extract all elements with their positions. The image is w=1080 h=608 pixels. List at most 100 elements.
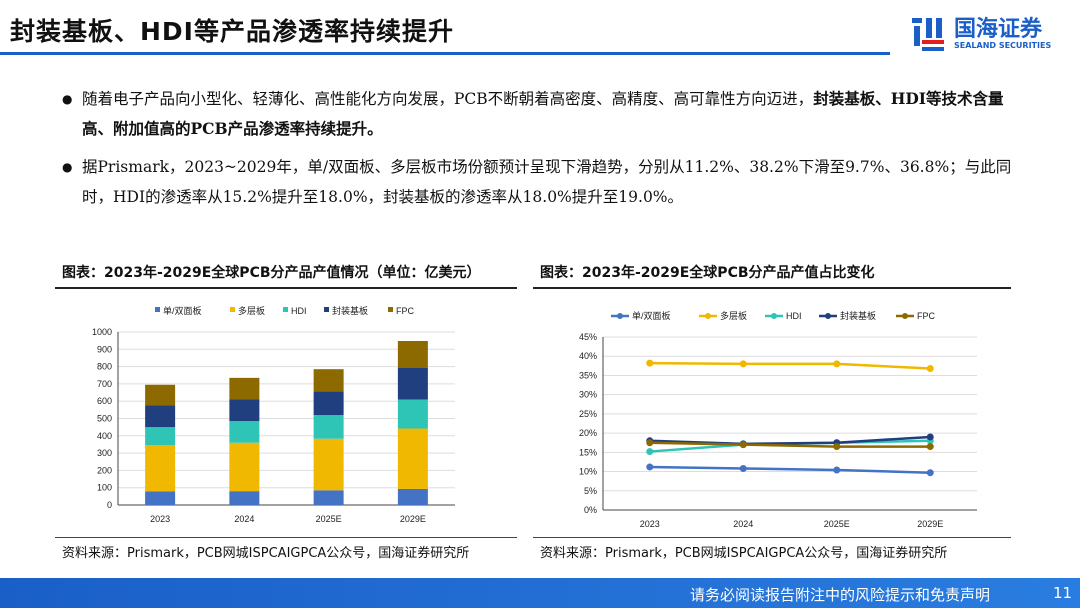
divider (533, 287, 1011, 289)
bar-segment (145, 384, 176, 406)
data-point (646, 463, 654, 471)
series-line (649, 441, 931, 448)
logo-en: SEALAND SECURITIES (954, 40, 1052, 50)
company-logo: 国海证券 SEALAND SECURITIES (910, 16, 1051, 52)
bullet-bold-text: 封装基板、HDI等技术含量高、附加值高的PCB产品渗透率持续提升。 (82, 89, 1004, 138)
legend-label: 单/双面板 (163, 305, 202, 316)
bar-segment (397, 340, 428, 368)
x-tick-label: 2023 (640, 519, 660, 529)
y-tick-label: 30% (579, 390, 597, 400)
series-line (649, 361, 931, 370)
x-tick-label: 2025E (316, 514, 342, 524)
data-point (833, 443, 841, 451)
bullet-item: 随着电子产品向小型化、轻薄化、高性能化方向发展，PCB不断朝着高密度、高精度、高… (62, 84, 1022, 144)
title-underline (0, 52, 890, 55)
bar-segment (313, 490, 344, 505)
data-point (646, 439, 654, 447)
bar-segment (229, 442, 260, 492)
page-number: 11 (1053, 584, 1073, 602)
data-point (646, 448, 654, 456)
bar-segment (397, 488, 428, 505)
y-tick-label: 20% (579, 428, 597, 438)
legend-label: 单/双面板 (632, 310, 671, 321)
disclaimer: 请务必阅读报告附注中的风险提示和免责声明 (690, 586, 991, 604)
data-point (926, 443, 934, 451)
data-point (646, 359, 654, 367)
line-chart-title: 图表：2023年-2029E全球PCB分产品产值占比变化 (540, 265, 875, 281)
legend-swatch (155, 307, 160, 312)
data-point (739, 441, 747, 449)
data-point (833, 466, 841, 474)
legend-swatch (230, 307, 235, 312)
bar-segment (229, 377, 260, 400)
bar-segment (229, 491, 260, 505)
y-tick-label: 400 (97, 431, 112, 441)
bar-segment (313, 391, 344, 416)
y-tick-label: 100 (97, 483, 112, 493)
logo-cn: 国海证券 (954, 16, 1043, 42)
legend-label: 多层板 (720, 310, 747, 321)
series-line (649, 465, 931, 474)
bar-chart-title: 图表：2023年-2029E全球PCB分产品产值情况（单位：亿美元） (62, 265, 481, 281)
bullet-list: 随着电子产品向小型化、轻薄化、高性能化方向发展，PCB不断朝着高密度、高精度、高… (62, 84, 1022, 220)
line-chart: 0% 5% 10% 15% 20% 25% 30% 35% 40% 45% 2023 2024 2025… (579, 310, 977, 529)
data-point (926, 433, 934, 441)
bar-segment (313, 415, 344, 439)
bullet-item: 据Prismark，2023~2029年，单/双面板、多层板市场份额预计呈现下滑… (62, 152, 1022, 212)
x-tick-label: 2023 (150, 514, 170, 524)
legend-swatch (283, 307, 288, 312)
legend-swatch (388, 307, 393, 312)
data-point (739, 360, 747, 368)
bar-segment (397, 367, 428, 400)
y-tick-label: 0 (107, 500, 112, 510)
y-tick-label: 40% (579, 351, 597, 361)
bar-chart: 0 100 200 300 400 500 600 700 800 900 1000 2023 2024… (92, 305, 455, 524)
page-title: 封装基板、HDI等产品渗透率持续提升 (10, 17, 454, 46)
logo-mark-icon (910, 16, 946, 52)
bar-segment (397, 399, 428, 429)
y-tick-label: 0% (584, 505, 597, 515)
legend-label: HDI (291, 306, 307, 316)
legend-label: 多层板 (238, 305, 265, 316)
bullet-text: 随着电子产品向小型化、轻薄化、高性能化方向发展，PCB不断朝着高密度、高精度、高… (82, 90, 814, 108)
legend-dot-marker (902, 313, 908, 319)
bullet-text: 据Prismark，2023~2029年，单/双面板、多层板市场份额预计呈现下滑… (82, 158, 1012, 206)
data-point (926, 365, 934, 373)
y-tick-label: 300 (97, 448, 112, 458)
data-point (926, 469, 934, 477)
series-line (649, 435, 931, 446)
y-tick-label: 800 (97, 362, 112, 372)
x-tick-label: 2024 (234, 514, 254, 524)
legend-dot-marker (771, 313, 777, 319)
legend-label: FPC (396, 306, 415, 316)
bar-segment (145, 405, 176, 428)
y-tick-label: 1000 (92, 327, 112, 337)
legend-label: 封装基板 (332, 305, 368, 316)
y-tick-label: 10% (579, 467, 597, 477)
line-chart-source: 资料来源：Prismark，PCB网城ISPCAIGPCA公众号，国海证券研究所 (540, 546, 948, 561)
y-tick-label: 15% (579, 447, 597, 457)
bar-segment (397, 428, 428, 489)
y-tick-label: 700 (97, 379, 112, 389)
y-tick-label: 900 (97, 344, 112, 354)
x-tick-label: 2029E (400, 514, 426, 524)
bar-chart-source: 资料来源：Prismark，PCB网城ISPCAIGPCA公众号，国海证券研究所 (62, 546, 470, 561)
bar-segment (313, 438, 344, 491)
bar-segment (229, 399, 260, 422)
divider (55, 287, 517, 289)
bar-segment (145, 445, 176, 492)
data-point (739, 464, 747, 472)
x-tick-label: 2025E (824, 519, 850, 529)
y-tick-label: 35% (579, 370, 597, 380)
legend-dot-marker (705, 313, 711, 319)
bar-segment (145, 427, 176, 446)
legend-label: FPC (917, 311, 936, 321)
legend-dot-marker (825, 313, 831, 319)
y-tick-label: 25% (579, 409, 597, 419)
y-tick-label: 5% (584, 486, 597, 496)
footer: 请务必阅读报告附注中的风险提示和免责声明 11 (0, 578, 1080, 608)
divider (533, 537, 1011, 538)
bar-segment (145, 491, 176, 505)
legend-label: HDI (786, 311, 802, 321)
legend-swatch (324, 307, 329, 312)
